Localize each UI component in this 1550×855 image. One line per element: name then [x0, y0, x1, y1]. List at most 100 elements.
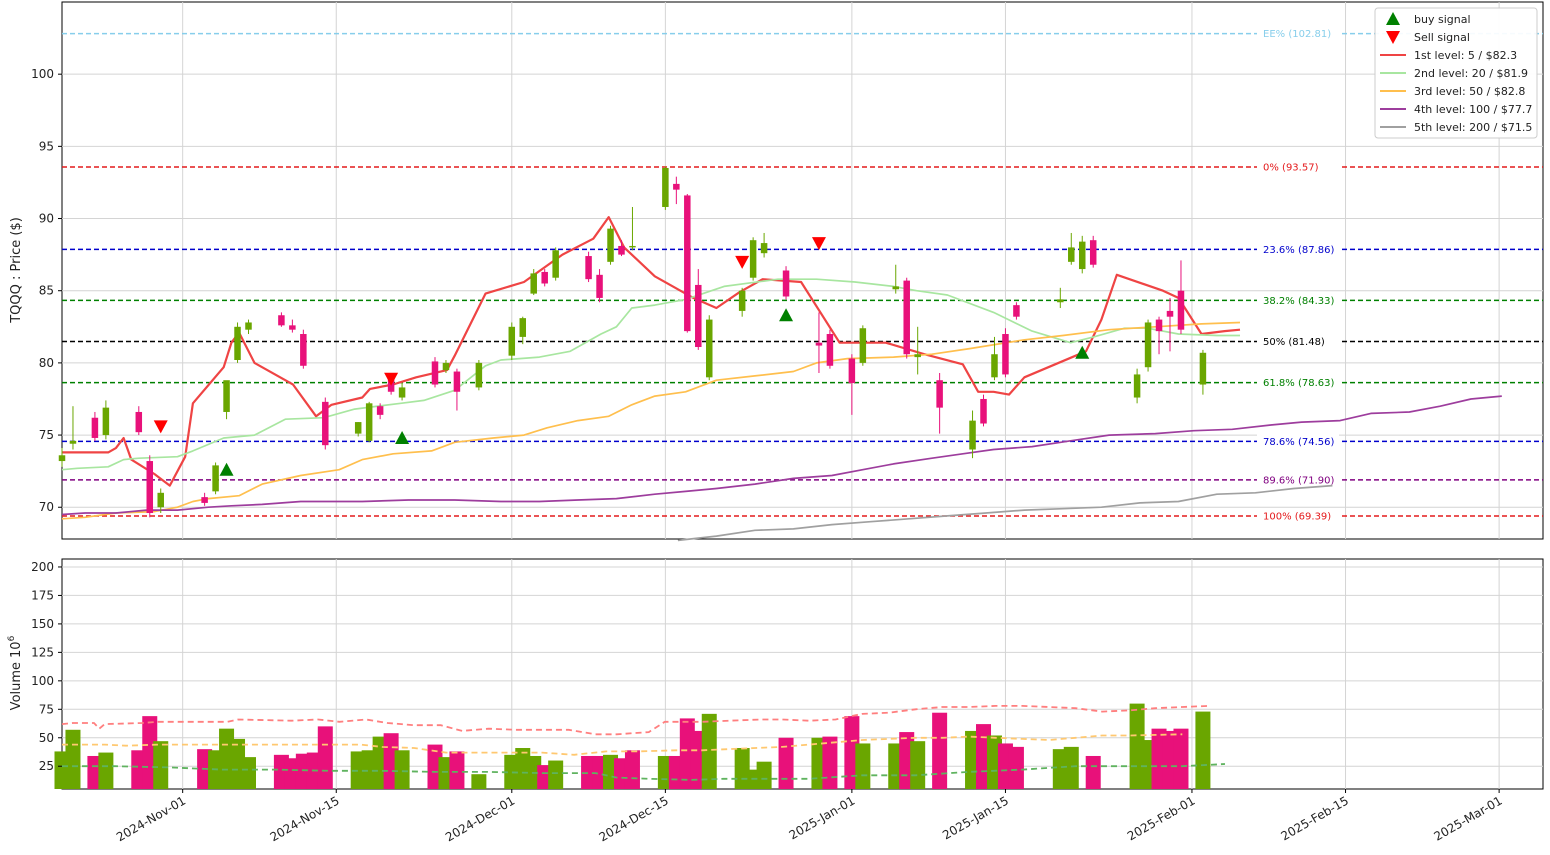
candle-body — [892, 286, 899, 290]
candle-body — [826, 334, 834, 366]
candle-body — [848, 358, 856, 384]
volume-bar — [822, 736, 838, 789]
volume-bar — [449, 751, 465, 789]
candle-body — [1013, 305, 1020, 317]
candle-body — [969, 420, 976, 450]
candle-body — [519, 318, 527, 337]
fibonacci-level-label: 50% (81.48) — [1263, 337, 1325, 348]
fibonacci-lines: EE% (102.81) 0% (93.57) 23.6% (87.86) 38.2%… — [62, 26, 1543, 523]
price-panel: EE% (102.81) 0% (93.57) 23.6% (87.86) 38.2%… — [9, 1, 1544, 542]
fibonacci-label-background — [1257, 334, 1339, 348]
candle-body — [815, 342, 823, 346]
candle-body — [618, 245, 625, 255]
candle-body — [530, 273, 537, 294]
legend-label: Sell signal — [1414, 31, 1470, 44]
legend-label: 1st level: 5 / $82.3 — [1414, 49, 1517, 62]
fibonacci-level-label: EE% (102.81) — [1263, 29, 1331, 40]
fibonacci-level-label: 23.6% (87.86) — [1263, 245, 1334, 256]
fibonacci-level-label: 78.6% (74.56) — [1263, 437, 1334, 448]
price-y-axis-label: TQQQ : Price ($) — [9, 217, 24, 324]
candle-body — [354, 422, 362, 434]
date-x-axis: 2024-Nov-01 2024-Nov-15 2024-Dec-01 2024-De… — [114, 789, 1505, 844]
buy-signal-marker — [779, 308, 794, 322]
volume-y-axis: 25 50 75 100 125 150 175 200 — [31, 560, 62, 773]
candlesticks — [58, 166, 1207, 518]
volume-bar — [701, 713, 717, 789]
date-tick-label: 2025-Jan-15 — [940, 793, 1011, 842]
price-tick-label: 80 — [39, 356, 54, 370]
candle-body — [936, 380, 943, 408]
candle-body — [69, 440, 77, 444]
price-tick-label: 85 — [39, 284, 54, 298]
volume-y-axis-label: Volume 106 — [7, 635, 24, 710]
candle-body — [1133, 374, 1141, 398]
buy-signal-marker — [1075, 345, 1090, 359]
price-grid — [62, 2, 1543, 539]
legend-buy-marker — [1386, 12, 1400, 25]
date-tick-label: 2025-Feb-01 — [1125, 793, 1198, 843]
candle-body — [398, 387, 406, 398]
volume-tick-label: 200 — [31, 560, 54, 574]
legend-label: 4th level: 100 / $77.7 — [1414, 103, 1532, 116]
price-plot-background — [61, 1, 1544, 540]
fibonacci-label-background — [1257, 293, 1339, 307]
fibonacci-level-label: 38.2% (84.33) — [1263, 296, 1334, 307]
volume-bar — [1063, 746, 1079, 789]
volume-average-lines — [61, 705, 1226, 781]
volume-bar — [153, 741, 169, 789]
candle-body — [980, 398, 987, 424]
candle-body — [300, 334, 307, 366]
candle-body — [376, 406, 384, 415]
date-tick-label: 2024-Nov-15 — [268, 793, 342, 844]
volume-bar — [240, 757, 256, 789]
volume-tick-label: 25 — [39, 759, 54, 773]
candle-body — [706, 319, 713, 378]
price-y-axis: 70 75 80 85 90 95 100 — [31, 67, 62, 514]
sell-signal-marker — [153, 420, 168, 434]
candle-body — [442, 362, 450, 371]
buy-signal-marker — [395, 430, 410, 444]
legend-label: 5th level: 200 / $71.5 — [1414, 121, 1532, 134]
fibonacci-level-label: 100% (69.39) — [1263, 512, 1331, 523]
candle-body — [431, 361, 439, 385]
volume-bar — [471, 774, 487, 789]
candle-body — [903, 280, 910, 355]
candle-body — [1089, 240, 1097, 265]
volume-average-line — [62, 763, 1226, 781]
candle-body — [245, 322, 252, 330]
fibonacci-label-background — [1257, 159, 1339, 173]
fibonacci-level-label: 61.8% (78.63) — [1263, 378, 1334, 389]
date-tick-label: 2025-Jan-01 — [787, 793, 858, 842]
candle-body — [596, 274, 603, 298]
candle-body — [58, 455, 66, 462]
volume-bar — [756, 761, 772, 789]
candle-body — [91, 417, 99, 438]
candle-body — [914, 354, 921, 358]
trade-signals — [153, 237, 1090, 476]
volume-bar — [1008, 746, 1024, 789]
volume-plot-background — [61, 558, 1544, 790]
fibonacci-level-label: 89.6% (71.90) — [1263, 475, 1334, 486]
price-tick-label: 100 — [31, 67, 54, 81]
legend-sell-marker — [1386, 31, 1400, 44]
moving-average-line — [62, 216, 1241, 487]
legend-label: 2nd level: 20 / $81.9 — [1414, 67, 1528, 80]
sell-signal-marker — [811, 237, 826, 251]
volume-label-exponent: 6 — [7, 635, 17, 641]
volume-bar — [548, 760, 564, 789]
fibonacci-label-background — [1257, 242, 1339, 256]
volume-bar — [317, 726, 333, 789]
legend-label: 3rd level: 50 / $82.8 — [1414, 85, 1525, 98]
candle-body — [365, 403, 373, 441]
candle-body — [541, 271, 548, 284]
candle-body — [991, 354, 998, 378]
candle-body — [135, 411, 143, 433]
candle-body — [201, 497, 208, 503]
candle-body — [1155, 319, 1163, 332]
fibonacci-label-background — [1257, 434, 1339, 448]
candle-body — [749, 240, 757, 278]
candle-body — [322, 401, 329, 446]
candle-body — [552, 250, 559, 278]
